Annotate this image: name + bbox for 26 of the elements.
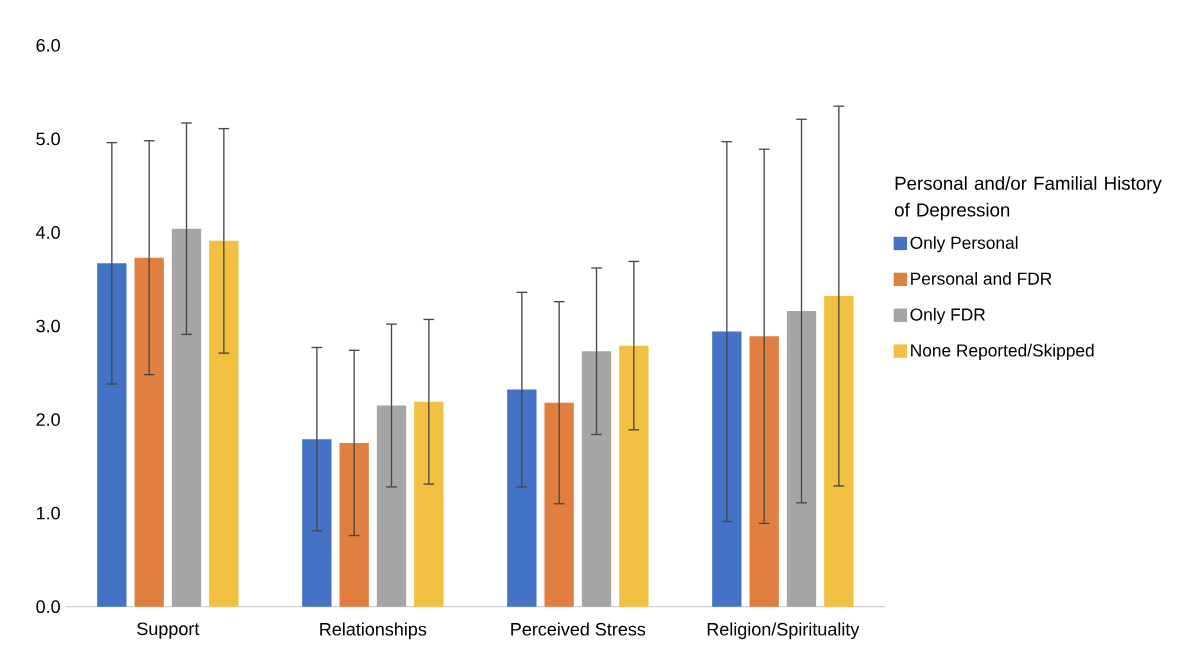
bar <box>209 240 239 607</box>
y-tick-label: 6.0 <box>36 38 60 52</box>
y-tick-label: 5.0 <box>36 132 60 146</box>
legend-label: Personal and FDR <box>911 271 1052 285</box>
bar <box>376 405 407 607</box>
y-tick-label: 4.0 <box>36 225 60 239</box>
legend-title: Personal and/or Familial History of Depression <box>894 176 1162 221</box>
bar <box>507 389 537 607</box>
bar <box>581 351 612 607</box>
x-tick-label: Perceived Stress <box>511 622 646 636</box>
y-tick-label: 3.0 <box>36 319 60 333</box>
bar <box>619 345 649 607</box>
x-tick-label: Religion/Spirituality <box>707 622 860 640</box>
y-tick-label: 1.0 <box>36 506 60 520</box>
legend-label: Only Personal <box>910 236 1018 253</box>
legend-label: Only FDR <box>910 307 985 324</box>
bar <box>134 257 164 607</box>
bar <box>171 228 202 607</box>
bar <box>414 401 444 607</box>
y-tick-label: 2.0 <box>36 413 60 426</box>
bar <box>544 402 574 607</box>
legend-label: None Reported/Skipped <box>911 343 1094 360</box>
x-tick-label: Relationships <box>320 622 427 640</box>
bar <box>97 263 127 607</box>
x-tick-label: Support <box>137 622 200 639</box>
y-tick-label: 0.0 <box>36 600 60 613</box>
